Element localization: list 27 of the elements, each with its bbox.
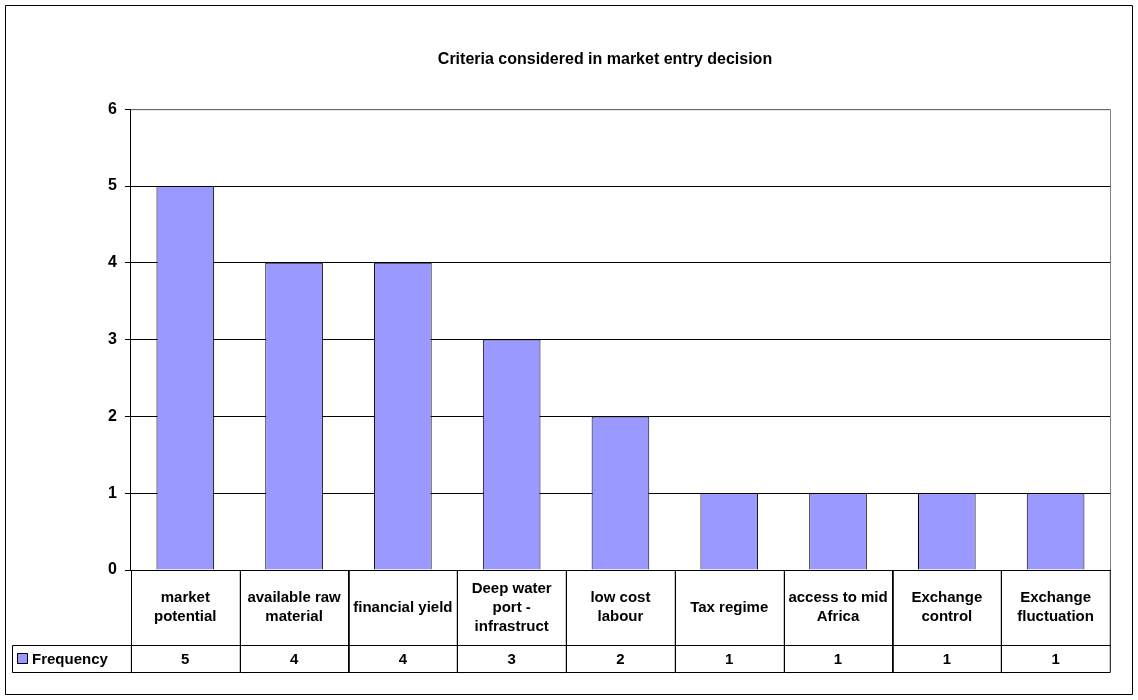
data-label: 3 <box>507 649 516 667</box>
chart-title: Criteria considered in market entry decision <box>437 50 773 68</box>
x-tick-label: Exchange control <box>911 588 983 625</box>
data-label: 1 <box>833 649 843 667</box>
data-label: 1 <box>725 649 734 667</box>
x-tick-label: Deep water port - infrastruct <box>471 578 552 634</box>
data-label: 2 <box>616 649 625 667</box>
data-label: 1 <box>942 649 951 667</box>
data-label: 5 <box>181 649 190 667</box>
x-tick-label: low cost labour <box>590 588 651 625</box>
data-label: 4 <box>398 649 408 667</box>
x-tick-label: access to mid Africa <box>788 588 888 625</box>
legend-label: Frequency <box>32 649 109 667</box>
y-tick-label: 1 <box>107 483 117 501</box>
data-label: 1 <box>1051 649 1060 667</box>
x-tick-label: Exchange fluctuation <box>1017 588 1094 625</box>
x-tick-label: available raw material <box>247 588 342 625</box>
data-label: 4 <box>289 649 299 667</box>
x-tick-label: financial yield <box>353 597 453 615</box>
y-tick-label: 3 <box>107 330 117 348</box>
x-tick-label: Tax regime <box>690 597 769 615</box>
y-tick-label: 2 <box>107 406 117 424</box>
y-tick-label: 0 <box>107 560 117 578</box>
x-tick-label: market potential <box>154 588 217 625</box>
y-tick-label: 5 <box>107 176 117 194</box>
y-tick-label: 4 <box>107 253 117 271</box>
y-tick-label: 6 <box>107 99 117 117</box>
